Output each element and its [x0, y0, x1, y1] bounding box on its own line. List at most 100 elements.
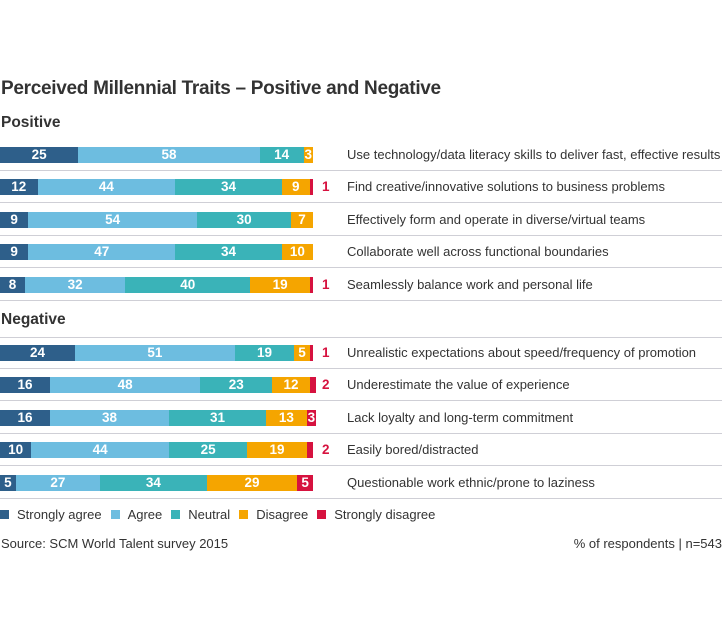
row-divider [0, 432, 722, 434]
row-divider [0, 202, 722, 204]
bar-row: 5 27 34 29 5 Questionable work ethnic/prone t… [0, 474, 722, 507]
data-label-strongly-disagree: 1 [322, 179, 330, 195]
bar-row: 9 54 30 7 Effectively form and operate in di… [0, 211, 722, 244]
bar-segment-agree: 27 [15, 474, 101, 491]
legend: Strongly agree Agree Neutral Disagree Strong… [0, 507, 444, 522]
legend-label: Neutral [188, 507, 231, 522]
bar-segment-disagree: 12 [272, 377, 310, 394]
source-note: Source: SCM World Talent survey 2015 [1, 536, 229, 551]
bar-segment-disagree: 19 [250, 276, 310, 293]
row-label: Use technology/data literacy skills to d… [347, 147, 721, 162]
row-label: Unrealistic expectations about speed/fre… [347, 345, 697, 360]
bar-segment-neutral: 30 [197, 211, 292, 228]
bar-segment-disagree: 5 [294, 345, 310, 361]
bar-segment-disagree: 10 [281, 244, 313, 261]
bar-segment-strongly-agree: 10 [0, 442, 32, 459]
bar-segment-neutral: 34 [175, 244, 282, 261]
bar-segment-strongly-disagree [309, 345, 313, 361]
legend-swatch [110, 510, 120, 519]
bar-segment-disagree: 3 [303, 147, 313, 163]
bar-segment-strongly-agree: 5 [0, 474, 16, 491]
data-label-strongly-disagree: 1 [322, 276, 330, 292]
bar-segment-strongly-agree: 9 [0, 211, 29, 228]
bar-segment-strongly-agree: 9 [0, 244, 29, 261]
legend-item-disagree: Disagree [239, 507, 308, 522]
chart-title: Perceived Millennial Traits – Positive a… [1, 78, 441, 99]
section-negative: Negative [1, 311, 66, 328]
section-positive: Positive [1, 114, 61, 131]
row-divider [0, 465, 722, 467]
row-divider [0, 299, 722, 301]
legend-label: Strongly disagree [334, 507, 436, 522]
data-label-strongly-disagree: 2 [322, 377, 330, 393]
bar-segment-strongly-disagree: 5 [297, 474, 313, 491]
row-divider [0, 337, 722, 338]
bar-segment-disagree: 13 [266, 409, 307, 426]
bar-segment-disagree: 19 [247, 442, 307, 459]
bar-segment-strongly-agree: 16 [0, 409, 51, 426]
bar-segment-strongly-agree: 25 [0, 147, 79, 163]
row-label: Lack loyalty and long-term commitment [347, 409, 574, 425]
bar-segment-strongly-disagree [309, 179, 313, 196]
bar-segment-strongly-disagree [309, 377, 317, 394]
legend-swatch [0, 510, 9, 519]
row-label: Collaborate well across functional bound… [347, 244, 609, 260]
bar-row: 16 48 23 12 2 Underestimate the value of expe… [0, 377, 722, 409]
bar-segment-neutral: 40 [125, 276, 251, 293]
row-label: Effectively form and operate in diverse/… [347, 211, 646, 227]
bar-segment-strongly-agree: 24 [0, 345, 76, 361]
bar-segment-neutral: 34 [175, 179, 282, 196]
legend-swatch [317, 510, 327, 519]
bar-segment-neutral: 14 [259, 147, 304, 163]
legend-item-strongly-agree: Strongly agree [0, 507, 102, 522]
respondents-note: % of respondents | n=543 [573, 536, 722, 551]
bar-row: 25 58 14 3 Use technology/data literacy skil… [0, 147, 722, 179]
bar-segment-agree: 44 [31, 442, 170, 459]
data-label-strongly-disagree: 2 [322, 442, 330, 458]
data-label-strongly-disagree: 1 [322, 345, 330, 360]
row-label: Find creative/innovative solutions to bu… [347, 179, 665, 195]
bar-segment-agree: 47 [28, 244, 176, 261]
bar-segment-neutral: 31 [169, 409, 267, 426]
legend-item-neutral: Neutral [171, 507, 230, 522]
row-divider [0, 368, 722, 369]
bar-segment-agree: 32 [25, 276, 126, 293]
bar-segment-strongly-agree: 16 [0, 377, 51, 394]
row-label: Underestimate the value of experience [347, 377, 570, 393]
legend-swatch [239, 510, 249, 519]
legend-item-agree: Agree [110, 507, 162, 522]
bar-segment-strongly-disagree [309, 276, 313, 293]
bar-row: 10 44 25 19 2 Easily bored/distracted [0, 442, 722, 474]
bar-segment-agree: 48 [50, 377, 201, 394]
legend-label: Disagree [256, 507, 309, 522]
legend-label: Strongly agree [17, 507, 102, 522]
row-divider [0, 267, 722, 269]
row-divider [0, 234, 722, 236]
bar-segment-neutral: 19 [234, 345, 295, 361]
row-divider [0, 400, 722, 402]
row-divider [0, 170, 722, 171]
bar-row: 8 32 40 19 1 Seamlessly balance work and pers… [0, 276, 722, 309]
bar-segment-disagree: 9 [281, 179, 310, 196]
row-label: Questionable work ethnic/prone to lazine… [347, 474, 595, 490]
row-label: Easily bored/distracted [347, 442, 479, 458]
legend-item-strongly-disagree: Strongly disagree [317, 507, 435, 522]
bar-segment-strongly-disagree [306, 442, 313, 459]
bar-segment-strongly-agree: 8 [0, 276, 26, 293]
bar-segment-neutral: 25 [169, 442, 248, 459]
bar-row: 16 38 31 13 3 Lack loyalty and long-term comm… [0, 409, 722, 442]
bar-segment-agree: 58 [78, 147, 260, 163]
bar-segment-agree: 38 [50, 409, 170, 426]
bar-segment-agree: 44 [37, 179, 176, 196]
bar-segment-disagree: 7 [291, 211, 313, 228]
bar-row: 24 51 19 5 1 Unrealistic expectations about s… [0, 345, 722, 377]
bar-row: 12 44 34 9 1 Find creative/innovative solutio… [0, 179, 722, 211]
bar-segment-agree: 51 [75, 345, 235, 361]
bar-segment-agree: 54 [28, 211, 198, 228]
row-divider [0, 497, 722, 499]
bar-segment-strongly-disagree: 3 [306, 409, 317, 426]
bar-segment-disagree: 29 [206, 474, 298, 491]
row-label: Seamlessly balance work and personal lif… [347, 276, 593, 292]
bar-segment-strongly-agree: 12 [0, 179, 38, 196]
bar-segment-neutral: 34 [100, 474, 207, 491]
